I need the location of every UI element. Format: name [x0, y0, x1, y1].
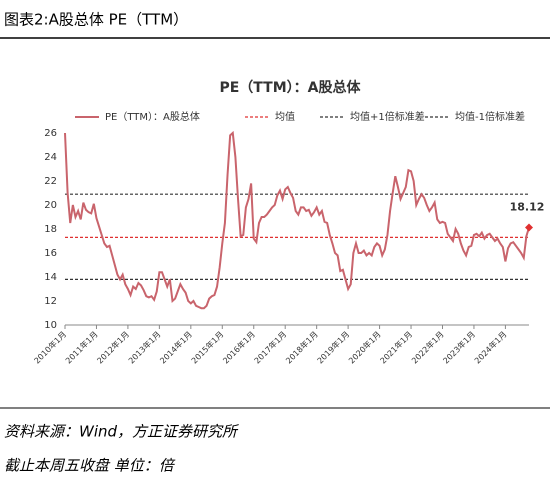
y-tick-label: 26 — [44, 128, 57, 139]
y-tick-label: 14 — [44, 272, 57, 283]
legend-label: PE（TTM）：A股总体 — [105, 110, 200, 123]
chart-title: PE（TTM）：A股总体 — [219, 79, 361, 96]
source: 资料来源：Wind，方正证券研究所 — [4, 423, 239, 441]
data-label: 18.12 — [510, 201, 545, 214]
x-tick-label: 2023年1月 — [441, 329, 477, 365]
x-tick-label: 2014年1月 — [158, 329, 194, 365]
note: 截止本周五收盘 单位：倍 — [4, 457, 176, 475]
x-tick-label: 2020年1月 — [346, 329, 382, 365]
y-tick-label: 12 — [44, 296, 57, 307]
x-tick-label: 2017年1月 — [252, 329, 288, 365]
x-tick-label: 2018年1月 — [283, 329, 319, 365]
x-tick-label: 2019年1月 — [315, 329, 351, 365]
y-tick-label: 16 — [44, 248, 57, 259]
end-marker — [525, 223, 533, 232]
y-tick-label: 22 — [44, 176, 57, 187]
y-tick-label: 10 — [44, 320, 57, 331]
x-tick-label: 2011年1月 — [63, 329, 99, 365]
legend-label: 均值-1倍标准差 — [455, 110, 525, 123]
x-tick-label: 2021年1月 — [378, 329, 414, 365]
x-tick-label: 2024年1月 — [472, 329, 508, 365]
x-tick-label: 2012年1月 — [95, 329, 131, 365]
series-line — [64, 130, 530, 310]
y-tick-label: 24 — [44, 152, 57, 163]
legend-label: 均值+1倍标准差 — [350, 110, 425, 123]
x-tick-label: 2013年1月 — [126, 329, 162, 365]
y-tick-label: 18 — [44, 224, 57, 235]
caption: 图表2:A股总体 PE（TTM） — [4, 11, 188, 29]
legend-label: 均值 — [275, 110, 295, 123]
x-tick-label: 2015年1月 — [189, 329, 225, 365]
x-tick-label: 2022年1月 — [409, 329, 445, 365]
x-tick-label: 2016年1月 — [221, 329, 257, 365]
x-tick-label: 2010年1月 — [32, 329, 68, 365]
y-tick-label: 20 — [44, 200, 57, 211]
